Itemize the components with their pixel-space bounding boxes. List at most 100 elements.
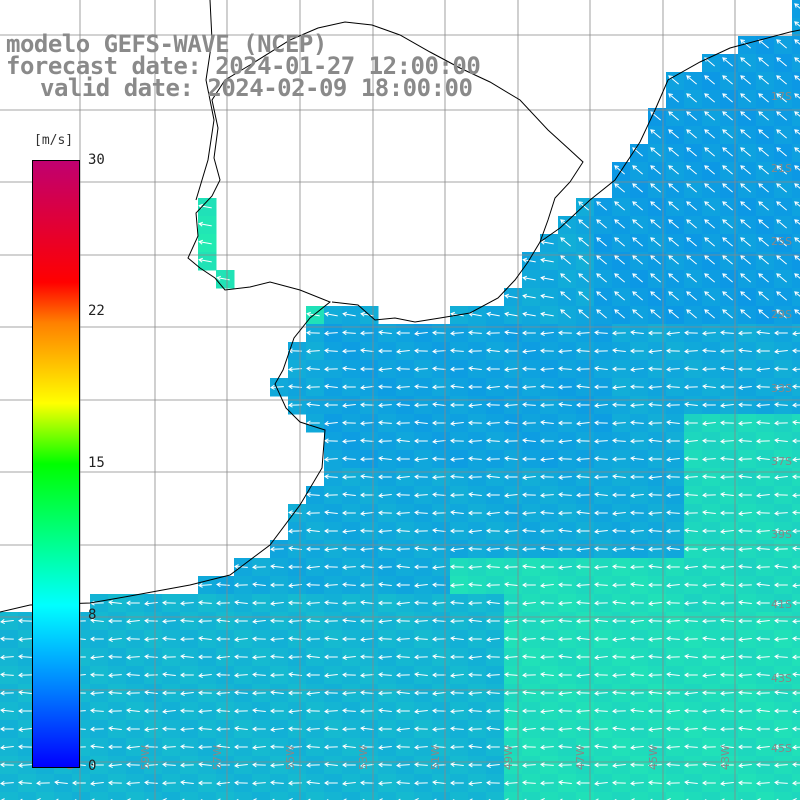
wind-arrow [774, 510, 788, 516]
wind-arrow [306, 546, 320, 552]
wind-arrow [216, 655, 230, 660]
wind-arrow [704, 219, 715, 229]
wind-arrow [522, 492, 536, 498]
wind-arrow [668, 165, 679, 175]
wind-arrow [668, 93, 679, 103]
wind-arrow [576, 564, 590, 570]
wind-arrow [522, 366, 536, 372]
wind-arrow [540, 600, 554, 606]
wind-arrow [504, 619, 518, 624]
lon-label: 47W [574, 745, 587, 770]
wind-arrow [342, 655, 356, 660]
lat-label: 17S [771, 90, 792, 103]
wind-arrow [180, 654, 194, 659]
wind-arrow [378, 474, 392, 480]
wind-arrow [702, 510, 716, 515]
wind-arrow [342, 762, 356, 768]
wind-arrow [720, 708, 734, 714]
wind-cell [792, 90, 800, 109]
wind-arrow [54, 780, 68, 785]
wind-arrow [774, 708, 788, 714]
wind-arrow [108, 637, 122, 642]
wind-arrow [342, 618, 356, 623]
wind-arrow [378, 348, 392, 354]
wind-arrow [758, 237, 769, 247]
wind-arrow [540, 402, 554, 408]
wind-arrow [522, 672, 536, 678]
wind-arrow [720, 600, 734, 606]
wind-cell [792, 216, 800, 235]
wind-arrow [576, 618, 590, 624]
wind-arrow [468, 708, 482, 714]
wind-arrow [756, 510, 770, 516]
wind-arrow [396, 744, 410, 750]
wind-arrow [540, 366, 554, 372]
wind-arrow [684, 618, 698, 624]
wind-arrow [720, 636, 734, 642]
wind-arrow [576, 582, 590, 588]
wind-arrow [702, 384, 716, 389]
wind-arrow [558, 420, 572, 426]
wind-arrow [18, 690, 32, 695]
wind-arrow [668, 75, 679, 85]
wind-arrow [0, 798, 5, 800]
wind-arrow [558, 565, 572, 570]
wind-arrow [252, 762, 266, 768]
wind-arrow [612, 402, 626, 408]
wind-arrow [740, 93, 751, 103]
wind-arrow [774, 402, 788, 408]
wind-arrow [432, 654, 446, 659]
wind-arrow [632, 273, 643, 283]
wind-arrow [18, 727, 32, 732]
wind-arrow [306, 348, 320, 354]
wind-arrow [558, 672, 572, 678]
wind-arrow [558, 366, 572, 372]
wind-cell [792, 378, 800, 397]
wind-arrow [468, 672, 482, 678]
wind-arrow [108, 672, 122, 678]
wind-arrow [558, 654, 572, 659]
wind-arrow [576, 438, 590, 444]
wind-arrow [90, 690, 104, 696]
wind-arrow [758, 273, 769, 283]
wind-arrow [414, 726, 428, 732]
wind-arrow [522, 275, 536, 281]
wind-arrow [468, 529, 482, 534]
wind-arrow [234, 690, 248, 696]
wind-arrow [504, 474, 518, 480]
wind-arrow [450, 636, 464, 641]
wind-arrow [486, 456, 500, 462]
wind-arrow [198, 618, 212, 624]
wind-arrow [632, 309, 643, 319]
wind-arrow [270, 690, 284, 695]
wind-arrow [504, 798, 509, 800]
wind-arrow [630, 420, 644, 426]
wind-arrow [342, 403, 356, 408]
wind-arrow [432, 492, 446, 498]
wind-arrow [414, 709, 428, 714]
wind-arrow [776, 237, 787, 247]
wind-arrow [252, 708, 266, 713]
wind-arrow [378, 708, 392, 713]
wind-arrow [596, 219, 607, 229]
wind-arrow [630, 798, 635, 800]
wind-arrow [414, 780, 428, 786]
wind-arrow [378, 672, 392, 678]
wind-arrow [432, 528, 446, 533]
wind-arrow [738, 672, 752, 678]
wind-arrow [450, 456, 464, 462]
wind-arrow [468, 420, 482, 426]
wind-arrow [396, 510, 410, 516]
wind-arrow [396, 330, 410, 336]
wind-arrow [776, 93, 787, 103]
colorbar-tick-22: 22 [88, 303, 105, 319]
wind-arrow [740, 183, 751, 193]
wind-arrow [522, 420, 536, 426]
wind-arrow [702, 582, 716, 588]
wind-arrow [126, 654, 140, 660]
wind-arrow [522, 636, 536, 642]
wind-arrow [540, 780, 554, 786]
wind-arrow [596, 273, 607, 283]
wind-arrow [324, 348, 338, 354]
wind-arrow [722, 57, 733, 67]
